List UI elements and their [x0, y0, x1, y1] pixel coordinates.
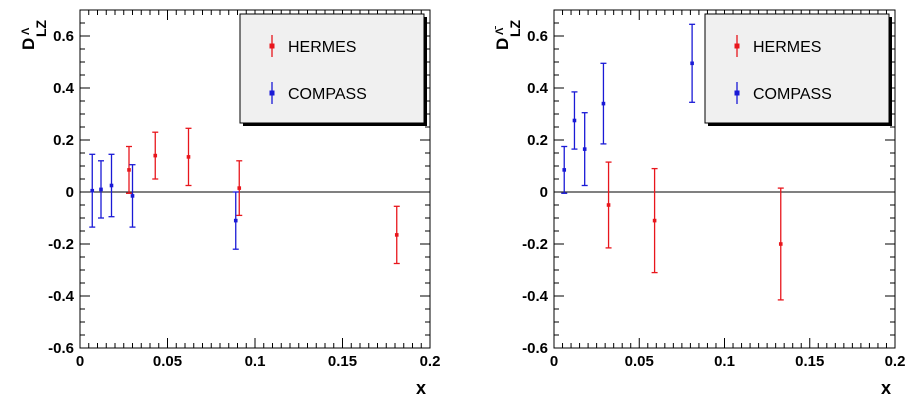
data-point [562, 168, 567, 172]
data-point [233, 218, 238, 223]
x-axis-title: x [416, 378, 426, 398]
x-tick-label: 0 [550, 353, 558, 370]
data-point [652, 218, 657, 223]
y-tick-label: 0.4 [53, 80, 75, 97]
y-axis-title-text: D [19, 38, 38, 50]
y-axis-title-superscript: Λ [20, 27, 32, 35]
data-point [153, 153, 158, 158]
data-point [572, 118, 577, 123]
legend-label: HERMES [753, 39, 821, 56]
y-axis-title-text: D [493, 38, 512, 50]
data-point [130, 194, 135, 198]
y-tick-label: 0.4 [527, 80, 549, 97]
series-hermes [605, 161, 784, 301]
series-hermes [126, 127, 400, 265]
data-point [237, 186, 242, 190]
data-point [690, 61, 694, 66]
x-tick-label: 0.15 [328, 353, 357, 370]
legend-box [239, 13, 425, 124]
x-tick-label: 0.2 [885, 353, 906, 370]
y-tick-label: 0.6 [53, 28, 74, 45]
y-tick-label: 0 [66, 184, 74, 201]
data-point [99, 187, 103, 192]
legend-label: COMPASS [753, 86, 832, 103]
y-tick-label: 0.2 [527, 132, 548, 149]
data-point [186, 155, 191, 159]
y-tick-label: -0.4 [48, 288, 75, 305]
y-axis-title-subscript: LZ [33, 19, 49, 37]
series-compass [89, 153, 239, 250]
x-tick-label: 0.05 [625, 353, 654, 370]
data-point [601, 101, 606, 106]
data-point [394, 233, 399, 237]
data-point [606, 203, 611, 207]
x-tick-label: 0.2 [420, 353, 441, 370]
data-point [778, 242, 783, 246]
legend-label: COMPASS [288, 86, 367, 103]
x-tick-label: 0.05 [153, 353, 182, 370]
data-point [582, 147, 587, 151]
chart-panel-right: 0 0.05 0.1 0.15 0.2 -0.6 -0.4 -0.2 0 0.2 0.4 0.6 x DL… [493, 9, 906, 398]
y-tick-label: 0 [540, 184, 548, 201]
legend-marker [734, 90, 740, 96]
chart-panel-left: 0 0.05 0.1 0.15 0.2 -0.6 -0.4 -0.2 0 0.2 0.4 0.6 x DL… [19, 9, 441, 398]
data-point [109, 183, 114, 188]
legend-box [704, 13, 890, 124]
x-tick-label: 0 [76, 353, 84, 370]
legend: HERMES COMPASS [239, 13, 427, 126]
y-axis-title-superscript: Λ̄ [494, 26, 506, 35]
x-tick-label: 0.1 [714, 353, 735, 370]
legend-label: HERMES [288, 39, 356, 56]
x-tick-label: 0.1 [245, 353, 266, 370]
y-tick-label: 0.2 [53, 132, 74, 149]
series-compass [561, 23, 696, 194]
legend: HERMES COMPASS [704, 13, 892, 126]
y-tick-label: -0.2 [522, 236, 548, 253]
y-axis-title-subscript: LZ [507, 19, 523, 37]
legend-marker [269, 43, 275, 49]
y-tick-label: 0.6 [527, 28, 548, 45]
legend-marker [269, 90, 275, 96]
legend-marker [734, 43, 740, 49]
y-tick-label: -0.2 [48, 236, 74, 253]
y-tick-label: -0.6 [522, 340, 548, 357]
x-axis-title: x [881, 378, 891, 398]
y-tick-label: -0.6 [48, 340, 74, 357]
x-tick-label: 0.15 [795, 353, 824, 370]
data-point [127, 168, 131, 172]
data-point [90, 188, 95, 193]
y-tick-label: -0.4 [522, 288, 549, 305]
